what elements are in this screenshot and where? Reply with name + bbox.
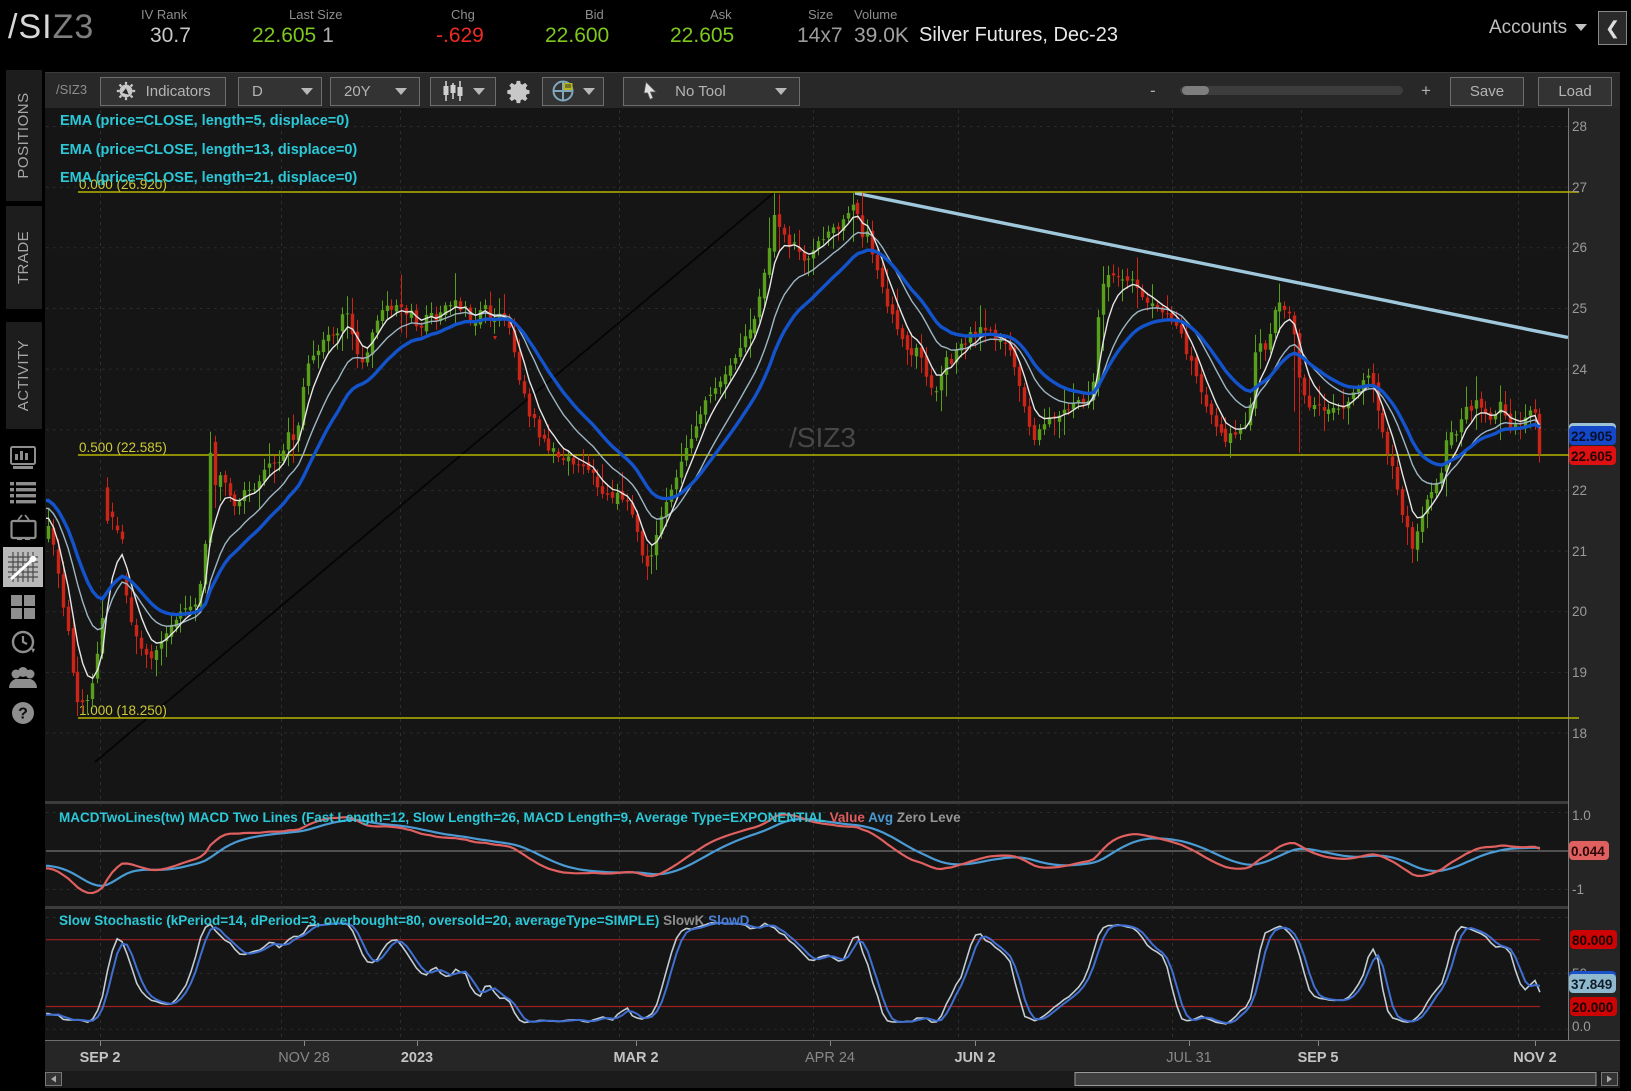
svg-text:JUL 31: JUL 31	[1166, 1050, 1211, 1066]
svg-text:19: 19	[1572, 665, 1587, 680]
svg-text:-1: -1	[1572, 882, 1584, 897]
svg-text:24: 24	[1572, 362, 1588, 377]
svg-text:NOV 28: NOV 28	[278, 1050, 330, 1066]
svg-text:APR 24: APR 24	[805, 1050, 855, 1066]
svg-text:MAR 2: MAR 2	[613, 1050, 658, 1066]
svg-text:Slow Stochastic (kPeriod=14, d: Slow Stochastic (kPeriod=14, dPeriod=3, …	[59, 913, 750, 928]
svg-text:0.0: 0.0	[1572, 1019, 1591, 1034]
svg-text:?: ?	[18, 706, 28, 723]
svg-text:21: 21	[1572, 544, 1587, 559]
svg-text:JUN 2: JUN 2	[954, 1050, 995, 1066]
svg-text:20: 20	[1572, 604, 1587, 619]
svg-text:28: 28	[1572, 119, 1587, 134]
svg-text:1.000 (18.250): 1.000 (18.250)	[79, 703, 167, 718]
svg-text:80.000: 80.000	[1572, 933, 1613, 948]
svg-text:25: 25	[1572, 301, 1587, 316]
svg-text:20.000: 20.000	[1572, 1000, 1613, 1015]
svg-text:SEP 2: SEP 2	[80, 1050, 121, 1066]
svg-text:EMA (price=CLOSE, length=13, d: EMA (price=CLOSE, length=13, displace=0)	[60, 142, 357, 158]
svg-text:22: 22	[1572, 483, 1587, 498]
svg-text:MACDTwoLines(tw) MACD Two Line: MACDTwoLines(tw) MACD Two Lines (Fast Le…	[59, 810, 961, 825]
svg-text:SEP 5: SEP 5	[1298, 1050, 1339, 1066]
svg-text:0.044: 0.044	[1571, 844, 1605, 859]
svg-text:1.0: 1.0	[1572, 808, 1591, 823]
svg-text:22.605: 22.605	[1571, 449, 1613, 464]
svg-text:0.500 (22.585): 0.500 (22.585)	[79, 440, 167, 455]
svg-text:EMA (price=CLOSE, length=5, di: EMA (price=CLOSE, length=5, displace=0)	[60, 113, 349, 129]
svg-text:/SIZ3: /SIZ3	[789, 422, 856, 453]
svg-text:22.905: 22.905	[1571, 429, 1613, 444]
svg-text:27: 27	[1572, 180, 1587, 195]
svg-text:37.849: 37.849	[1571, 977, 1612, 992]
svg-text:0.000 (26.920): 0.000 (26.920)	[79, 177, 167, 192]
svg-text:26: 26	[1572, 240, 1587, 255]
svg-text:NOV 2: NOV 2	[1513, 1050, 1557, 1066]
svg-text:EMA (price=CLOSE, length=21, d: EMA (price=CLOSE, length=21, displace=0)	[60, 170, 357, 186]
svg-text:2023: 2023	[401, 1050, 433, 1066]
svg-text:18: 18	[1572, 726, 1587, 741]
